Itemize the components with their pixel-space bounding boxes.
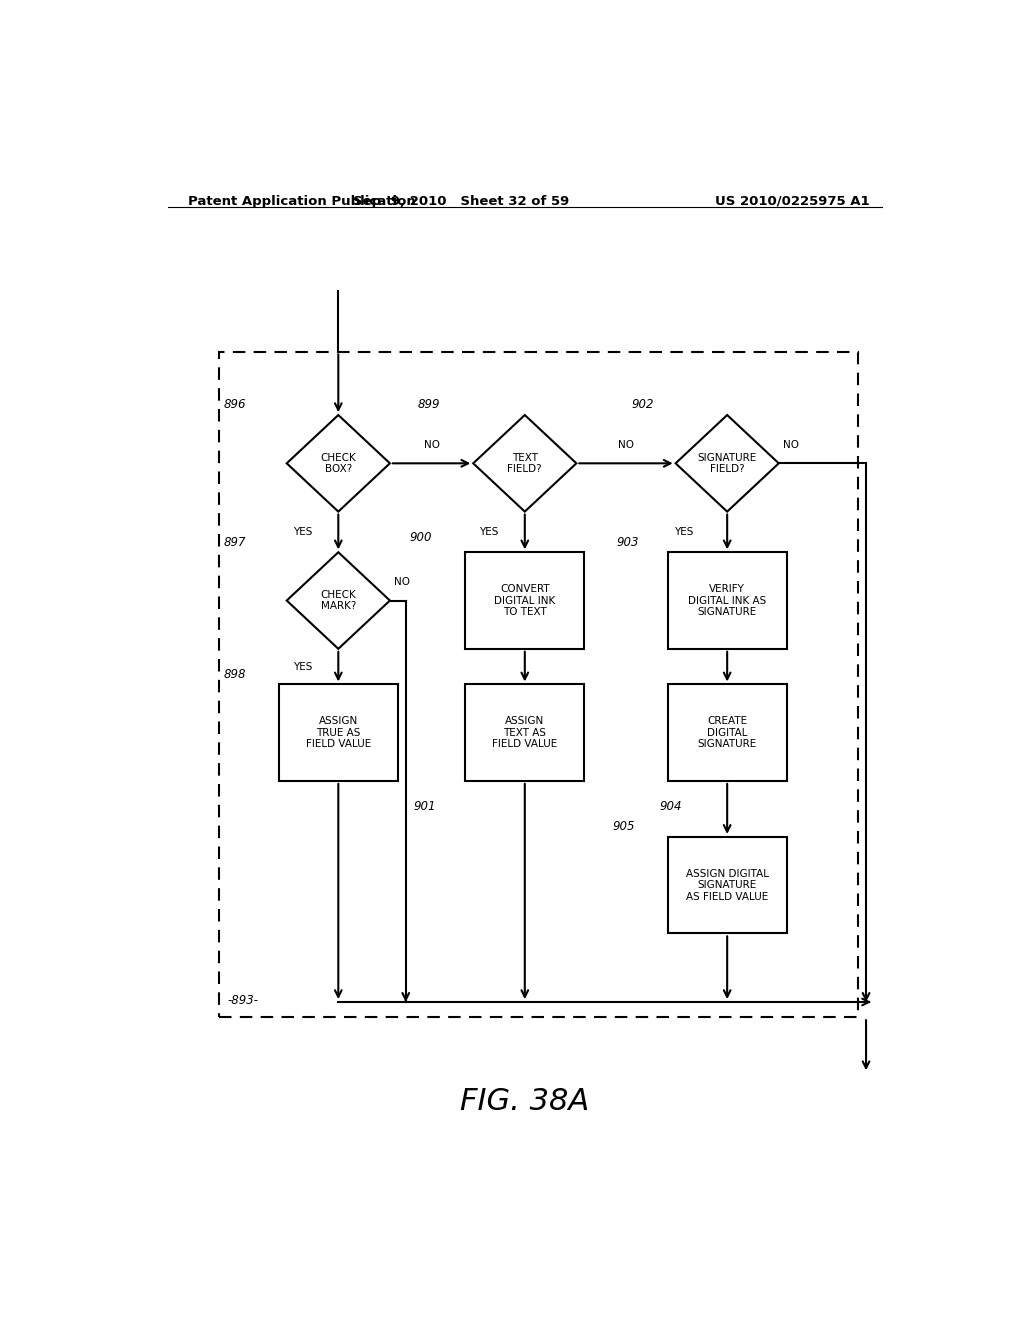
Text: VERIFY
DIGITAL INK AS
SIGNATURE: VERIFY DIGITAL INK AS SIGNATURE — [688, 583, 766, 618]
Text: Patent Application Publication: Patent Application Publication — [187, 194, 416, 207]
Text: NO: NO — [617, 440, 634, 450]
Text: YES: YES — [479, 527, 499, 537]
Text: YES: YES — [293, 527, 312, 537]
Bar — [668, 684, 786, 781]
Text: -893-: -893- — [227, 994, 258, 1007]
Text: 901: 901 — [414, 800, 436, 813]
Text: 898: 898 — [223, 668, 246, 681]
Text: 896: 896 — [223, 399, 246, 412]
Bar — [668, 837, 786, 933]
Text: CHECK
MARK?: CHECK MARK? — [321, 590, 356, 611]
Bar — [465, 684, 585, 781]
Text: CONVERT
DIGITAL INK
TO TEXT: CONVERT DIGITAL INK TO TEXT — [495, 583, 555, 618]
Text: 904: 904 — [659, 800, 682, 813]
Polygon shape — [676, 414, 779, 512]
Text: TEXT
FIELD?: TEXT FIELD? — [508, 453, 542, 474]
Text: NO: NO — [782, 440, 799, 450]
Text: ASSIGN DIGITAL
SIGNATURE
AS FIELD VALUE: ASSIGN DIGITAL SIGNATURE AS FIELD VALUE — [686, 869, 769, 902]
Text: FIG. 38A: FIG. 38A — [460, 1088, 590, 1117]
Text: 902: 902 — [632, 399, 654, 412]
Text: 905: 905 — [612, 820, 635, 833]
Polygon shape — [473, 414, 577, 512]
Polygon shape — [287, 552, 390, 649]
Text: NO: NO — [424, 440, 439, 450]
Polygon shape — [287, 414, 390, 512]
Text: YES: YES — [293, 661, 312, 672]
Text: CREATE
DIGITAL
SIGNATURE: CREATE DIGITAL SIGNATURE — [697, 715, 757, 750]
Text: CHECK
BOX?: CHECK BOX? — [321, 453, 356, 474]
Text: SIGNATURE
FIELD?: SIGNATURE FIELD? — [697, 453, 757, 474]
Bar — [465, 552, 585, 649]
Bar — [279, 684, 397, 781]
Bar — [668, 552, 786, 649]
Text: NO: NO — [394, 577, 410, 587]
Text: 897: 897 — [223, 536, 246, 549]
Text: 899: 899 — [418, 399, 440, 412]
Text: Sep. 9, 2010   Sheet 32 of 59: Sep. 9, 2010 Sheet 32 of 59 — [353, 194, 569, 207]
Text: ASSIGN
TRUE AS
FIELD VALUE: ASSIGN TRUE AS FIELD VALUE — [306, 715, 371, 750]
Text: ASSIGN
TEXT AS
FIELD VALUE: ASSIGN TEXT AS FIELD VALUE — [493, 715, 557, 750]
Text: 903: 903 — [616, 536, 639, 549]
Text: YES: YES — [674, 527, 693, 537]
Text: US 2010/0225975 A1: US 2010/0225975 A1 — [716, 194, 870, 207]
Text: 900: 900 — [410, 531, 432, 544]
